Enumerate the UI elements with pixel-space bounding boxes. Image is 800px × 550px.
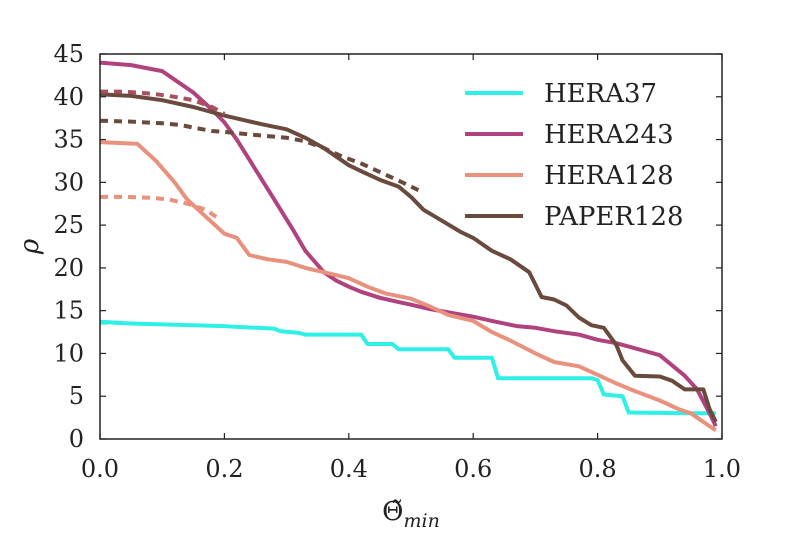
y-axis-label: ρ — [15, 238, 45, 255]
plot-frame — [99, 53, 723, 440]
y-tick-label: 20 — [53, 254, 84, 282]
series-line-dashed-6 — [100, 194, 220, 220]
legend-label-hera37: HERA37 — [544, 79, 657, 109]
series-line-hera37 — [99, 319, 716, 416]
series-line-dashed-7 — [100, 320, 126, 326]
y-tick-label: 45 — [53, 40, 84, 68]
y-tick-label: 25 — [53, 211, 84, 239]
series-line-hera243 — [99, 60, 718, 428]
x-tick-label: 0.2 — [205, 455, 243, 483]
series-line-hera128 — [99, 140, 717, 433]
y-tick-label: 15 — [53, 297, 84, 325]
x-axis-label: Θ̃min — [382, 497, 440, 532]
x-tick-label: 0.8 — [579, 455, 617, 483]
y-tick-label: 10 — [53, 339, 84, 367]
legend: HERA37 HERA243 HERA128 PAPER128 — [465, 79, 684, 232]
y-tick-label: 30 — [53, 168, 84, 196]
legend-label-paper128: PAPER128 — [544, 202, 684, 232]
x-tick-label: 0.0 — [81, 455, 119, 483]
legend-label-hera243: HERA243 — [544, 120, 674, 150]
series-line-dashed-4 — [99, 118, 425, 195]
x-tick-label: 0.6 — [454, 455, 492, 483]
series-line-dashed-5 — [100, 89, 226, 116]
y-tick-label: 5 — [69, 382, 84, 410]
x-axis-label-subscript: min — [403, 510, 439, 532]
x-tick-label: 0.4 — [330, 455, 368, 483]
y-tick-label: 40 — [53, 83, 84, 111]
x-axis-label-main: Θ̃ — [382, 497, 403, 527]
series-line-paper128 — [99, 92, 718, 423]
y-tick-label: 35 — [53, 126, 84, 154]
x-tick-label: 1.0 — [703, 455, 741, 483]
axis-ticks: 0.0 0.2 0.4 0.6 0.8 1.0 0 5 10 15 20 25 30 35 40 45 — [53, 40, 741, 483]
legend-label-hera128: HERA128 — [544, 161, 674, 191]
y-tick-label: 0 — [69, 425, 84, 453]
